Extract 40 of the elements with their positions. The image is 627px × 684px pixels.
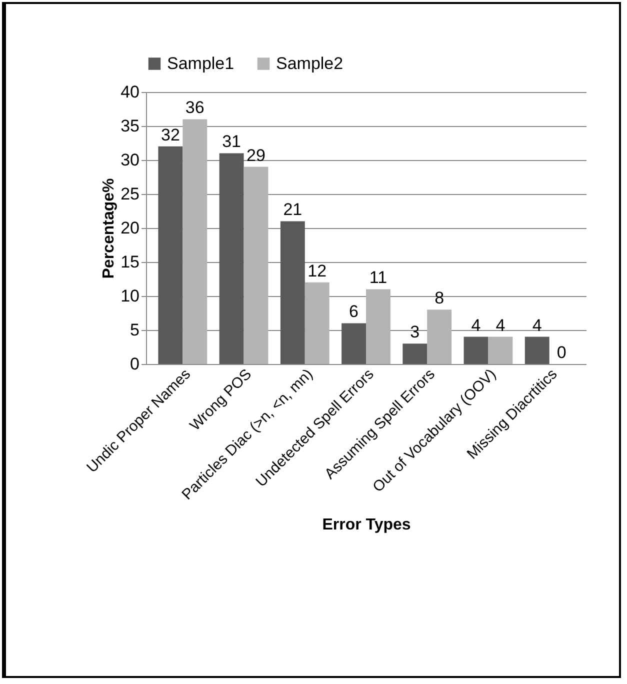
- bar: [182, 119, 208, 364]
- data-label: 32: [160, 125, 180, 144]
- x-axis-title: Error Types: [322, 516, 411, 534]
- bar: [427, 310, 452, 364]
- data-label: 6: [349, 302, 359, 322]
- bar: [524, 336, 550, 364]
- legend-label: Sample2: [276, 54, 344, 73]
- data-label: 29: [246, 146, 266, 165]
- data-label: 12: [308, 261, 327, 280]
- data-label: 36: [185, 98, 204, 118]
- bar: [219, 153, 244, 364]
- bar: [464, 336, 488, 364]
- bar: [342, 323, 366, 364]
- data-label: 21: [283, 200, 302, 220]
- y-tick-label: 40: [120, 82, 140, 102]
- y-tick-label: 35: [120, 116, 140, 136]
- data-label: 31: [222, 132, 242, 152]
- y-tick-label: 20: [120, 218, 140, 238]
- data-label: 4: [471, 316, 481, 335]
- data-label: 8: [434, 288, 444, 308]
- data-label: 0: [556, 343, 566, 362]
- bar: [488, 336, 513, 364]
- y-tick-label: 5: [130, 320, 140, 340]
- bar: [244, 166, 268, 364]
- data-label: 4: [496, 316, 506, 335]
- bar: [402, 344, 428, 364]
- y-tick-label: 0: [130, 354, 140, 374]
- y-tick-label: 30: [120, 150, 140, 170]
- bar: [304, 282, 330, 364]
- bar: [366, 289, 390, 364]
- y-tick-label: 15: [120, 252, 140, 272]
- data-label: 3: [410, 322, 420, 342]
- y-tick-label: 10: [120, 286, 140, 306]
- legend-label: Sample1: [167, 54, 234, 73]
- data-label: 11: [369, 268, 388, 288]
- bar: [158, 146, 183, 364]
- y-axis-title: Percentage%: [100, 178, 118, 279]
- bar: [280, 221, 305, 364]
- data-label: 4: [532, 316, 542, 335]
- y-tick-label: 25: [120, 184, 140, 204]
